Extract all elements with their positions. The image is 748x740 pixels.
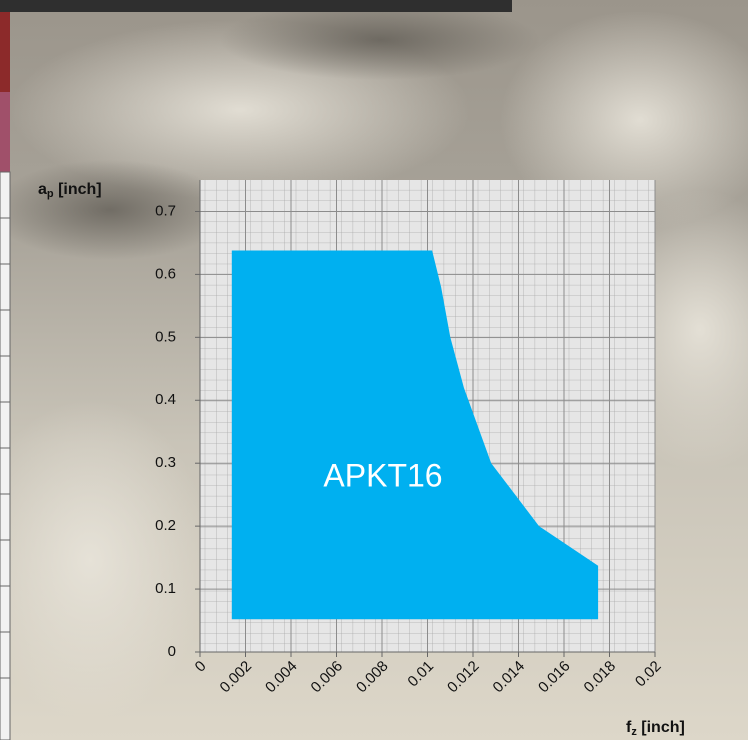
y-tick-label: 0.5 [155, 328, 176, 345]
chart: 00.10.20.30.40.50.60.700.0020.0040.0060.… [0, 0, 748, 740]
y-tick-label: 0.7 [155, 202, 176, 219]
page: 00.10.20.30.40.50.60.700.0020.0040.0060.… [0, 0, 748, 740]
y-tick-label: 0 [168, 643, 176, 660]
y-tick-label: 0.1 [155, 580, 176, 597]
y-title-rest: [inch] [54, 181, 102, 198]
y-tick-label: 0.2 [155, 517, 176, 534]
y-tick-label: 0.6 [155, 265, 176, 282]
y-title-main: a [38, 181, 47, 198]
y-tick-label: 0.4 [155, 391, 176, 408]
x-title-rest: [inch] [637, 719, 685, 736]
y-tick-label: 0.3 [155, 454, 176, 471]
area-label: APKT16 [323, 457, 442, 493]
